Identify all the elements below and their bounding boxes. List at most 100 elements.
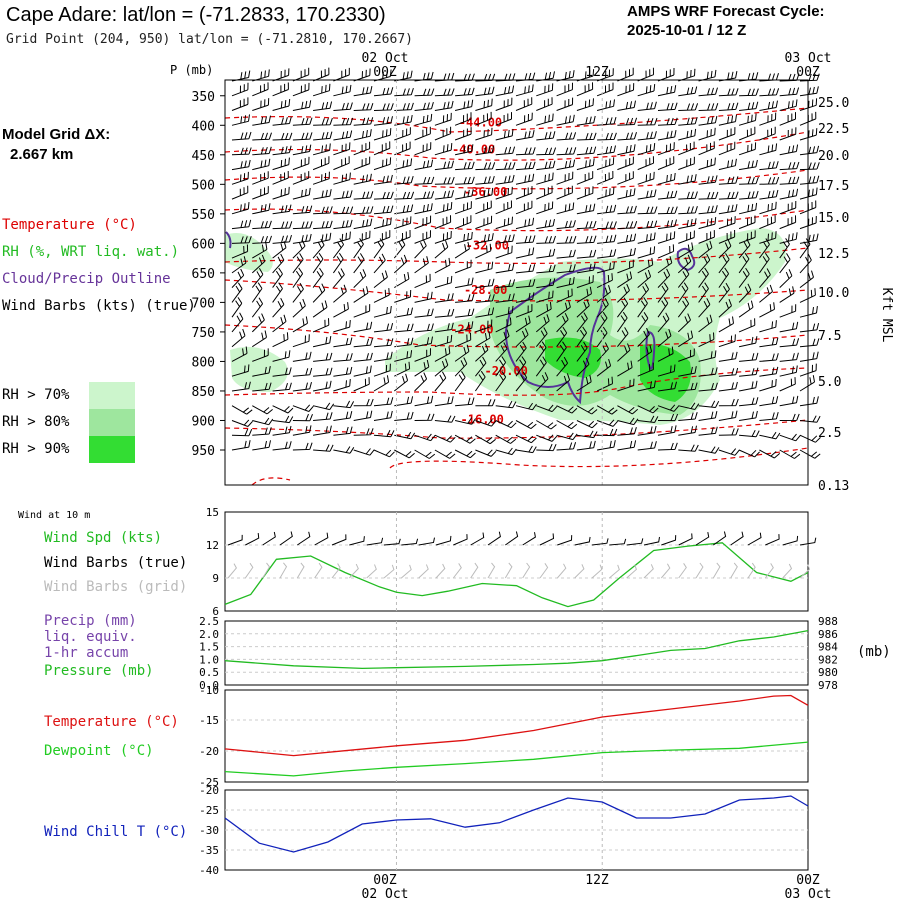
wind-barb: [252, 235, 272, 244]
wind-barb: [434, 322, 454, 333]
wind-barb: [698, 230, 715, 244]
wind-barb: [495, 342, 508, 362]
wind-barb: [252, 186, 269, 200]
wind-barb: [373, 253, 386, 274]
wind-barb-grid: [539, 563, 549, 579]
wind-barb: [657, 328, 672, 348]
wind-barb: [495, 245, 513, 259]
wind-barb: [637, 156, 654, 171]
wind-barb: [313, 101, 333, 111]
wind-barb: [678, 86, 698, 97]
wind-barb: [779, 215, 797, 230]
temp-contour-label: -28.00: [464, 283, 507, 297]
wind-barb: [272, 186, 290, 200]
wind-barb-10m: [713, 531, 727, 546]
wind-barb: [353, 338, 373, 348]
wind-barb: [739, 190, 759, 200]
wind-barb: [596, 170, 614, 185]
wind-barb: [252, 417, 274, 426]
wind-barb: [718, 410, 738, 421]
wind-barb: [394, 204, 414, 215]
wind-barb: [495, 186, 513, 200]
top-date-03oct: 03 Oct: [785, 51, 832, 66]
wind-barb: [718, 316, 734, 333]
legend-rh70: RH > 70%: [2, 387, 70, 403]
wind-barb: [231, 171, 249, 185]
wind-barb: [272, 382, 292, 392]
wind-barb: [758, 252, 770, 274]
wind-barb: [333, 130, 353, 141]
wind-barb: [799, 86, 819, 97]
wind-barb: [353, 352, 373, 362]
bottom-hour-00z-b: 00Z: [796, 873, 820, 888]
wind-barb: [657, 381, 677, 392]
wind-barb: [495, 305, 514, 318]
wind-barb: [353, 398, 374, 407]
legend-rh90: RH > 90%: [2, 441, 70, 457]
wind-barb: [292, 144, 312, 156]
wind-barb-grid: [609, 564, 620, 579]
wind-barb: [718, 127, 736, 141]
wind-barb: [353, 173, 372, 185]
wind-barb: [414, 273, 431, 289]
wind-barb-grid: [643, 564, 654, 579]
wind-barb: [617, 417, 639, 426]
wind-barb: [576, 440, 596, 451]
wind-barb: [231, 219, 252, 230]
wind-barb: [738, 215, 756, 230]
wind-barb: [313, 425, 332, 436]
wind-barb: [312, 232, 332, 244]
temp-contour-label: -24.00: [450, 323, 493, 337]
wind-barb: [657, 142, 675, 156]
wind-barb: [373, 238, 385, 259]
wind-barb: [333, 320, 351, 333]
wind-barb: [414, 126, 431, 141]
wind-barb: [698, 426, 718, 436]
wind-barb: [617, 283, 630, 303]
wind-barb: [698, 298, 711, 318]
pressure-tick-label: 850: [192, 385, 215, 400]
wind-barb: [617, 343, 631, 362]
wind-barb: [231, 346, 248, 362]
wind-barb: [536, 172, 554, 185]
wind-barb: [617, 259, 634, 274]
wind-barb: [272, 157, 290, 171]
wind-barb: [617, 327, 629, 348]
wind-barb: [759, 88, 780, 97]
wind-barb: [231, 202, 250, 215]
wind-barb: [394, 411, 414, 421]
wind-barb: [657, 206, 678, 215]
wind-barb: [495, 216, 513, 230]
wind-barb: [779, 304, 797, 318]
wind-barb: [333, 446, 355, 454]
wind-barb-10m: [626, 538, 644, 546]
wind-barb: [495, 317, 512, 333]
wind-barb: [313, 444, 334, 452]
wind-barb-grid: [626, 564, 637, 579]
wind-barb: [678, 330, 694, 348]
wind-barb: [394, 350, 413, 362]
wind-barb: [515, 420, 537, 430]
wind-barb: [373, 375, 390, 392]
wind-barb: [779, 73, 800, 82]
wind-barb: [556, 185, 573, 200]
wind-barb: [475, 73, 496, 82]
wind-barb: [535, 341, 547, 362]
wind-barb: [373, 191, 394, 200]
wind-barb: [251, 282, 263, 303]
wind-barb: [799, 338, 820, 348]
y-axis-title: P (mb): [170, 63, 213, 77]
wind-barb: [434, 112, 452, 126]
wind-barb: [455, 87, 475, 97]
wind-barb: [556, 276, 575, 289]
wind-barb: [394, 115, 413, 126]
wind-barb: [739, 101, 759, 111]
wind-barb: [495, 263, 515, 274]
wind-barb-10m: [522, 532, 536, 546]
wind-barb-grid: [244, 562, 254, 579]
wind-barb: [373, 338, 394, 348]
wind-barb: [759, 302, 775, 318]
wind-barb: [678, 103, 699, 111]
wind-barb: [738, 267, 750, 288]
wind-barb: [373, 322, 394, 333]
